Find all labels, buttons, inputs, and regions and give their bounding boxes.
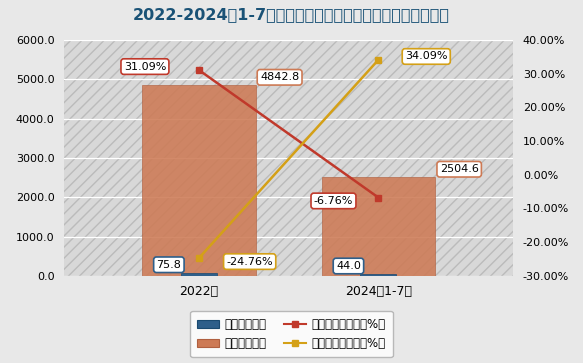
- Text: 2022-2024年1-7月我国四氧化三钴进出口量及同比增长情况: 2022-2024年1-7月我国四氧化三钴进出口量及同比增长情况: [133, 7, 450, 22]
- Text: 44.0: 44.0: [336, 261, 361, 271]
- Text: 34.09%: 34.09%: [405, 52, 448, 61]
- Text: -24.76%: -24.76%: [226, 257, 273, 266]
- Text: -6.76%: -6.76%: [314, 196, 353, 206]
- FancyBboxPatch shape: [64, 40, 513, 276]
- Text: 31.09%: 31.09%: [124, 62, 166, 72]
- Bar: [142, 85, 256, 276]
- Text: 75.8: 75.8: [156, 260, 181, 270]
- Legend: 进口量（吨）, 出口量（吨）, 进口量同比增长（%）, 出口量同比增长（%）: 进口量（吨）, 出口量（吨）, 进口量同比增长（%）, 出口量同比增长（%）: [190, 311, 393, 357]
- Text: 4842.8: 4842.8: [260, 72, 299, 82]
- Text: 2504.6: 2504.6: [440, 164, 479, 174]
- Bar: [181, 273, 217, 276]
- Bar: [360, 274, 396, 276]
- Bar: [321, 178, 436, 276]
